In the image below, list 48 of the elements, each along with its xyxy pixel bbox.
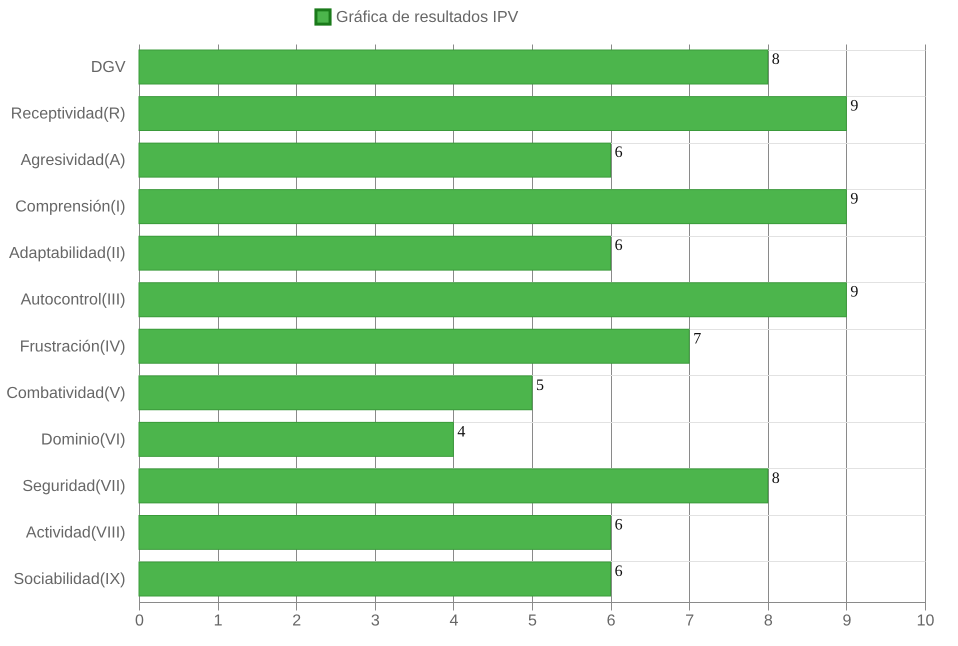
- y-tick-label: Sociabilidad(IX): [13, 570, 126, 588]
- data-label: 6: [614, 237, 623, 254]
- data-label: 6: [614, 516, 623, 534]
- data-label: 6: [614, 562, 623, 580]
- data-label: 4: [457, 423, 466, 440]
- x-tick-label: 5: [528, 612, 538, 630]
- x-tick-label: 9: [842, 612, 852, 630]
- y-tick-label: Frustración(IV): [20, 338, 126, 356]
- x-tick-label: 0: [135, 612, 144, 630]
- y-tick-label: Dominio(VI): [41, 431, 126, 448]
- bar: [138, 561, 612, 596]
- data-label: 8: [772, 470, 780, 487]
- bar: [138, 142, 612, 178]
- y-tick-label: Combatividad(V): [6, 384, 126, 402]
- data-label: 5: [536, 376, 544, 394]
- series-label: Gráfica de resultados IPV: [336, 9, 519, 26]
- data-label: 9: [850, 284, 858, 301]
- data-label: 9: [850, 190, 858, 208]
- y-tick-label: Receptividad(R): [10, 106, 126, 123]
- bar: [138, 468, 768, 504]
- x-tick-label: 8: [764, 612, 773, 630]
- bar: [138, 96, 847, 132]
- y-tick-label: Agresividad(A): [20, 152, 126, 170]
- x-tick-label: 10: [916, 612, 934, 630]
- x-tick-label: 7: [685, 612, 694, 630]
- y-tick-label: Comprensión(I): [15, 198, 126, 216]
- x-tick-label: 4: [449, 612, 458, 630]
- data-label: 7: [693, 330, 702, 348]
- bar: [138, 422, 454, 457]
- bar: [138, 189, 847, 224]
- bar: [138, 236, 612, 271]
- bar: [138, 50, 768, 85]
- data-label: 8: [772, 51, 780, 68]
- x-tick-label: 6: [606, 612, 616, 630]
- data-label: 9: [850, 98, 858, 115]
- x-tick-label: 2: [292, 612, 302, 630]
- y-tick-label: Adaptabilidad(II): [8, 245, 126, 262]
- y-tick-label: Autocontrol(III): [20, 292, 126, 309]
- data-label: 6: [614, 144, 623, 162]
- bar: [138, 514, 612, 550]
- bar: [138, 328, 690, 364]
- bar: [138, 282, 847, 318]
- y-tick-label: Seguridad(VII): [22, 478, 126, 495]
- bar: [138, 375, 532, 410]
- x-tick-label: 1: [214, 612, 223, 630]
- y-tick-label: Actividad(VIII): [26, 524, 126, 542]
- x-tick-label: 3: [370, 612, 380, 630]
- y-tick-label: DGV: [90, 59, 126, 76]
